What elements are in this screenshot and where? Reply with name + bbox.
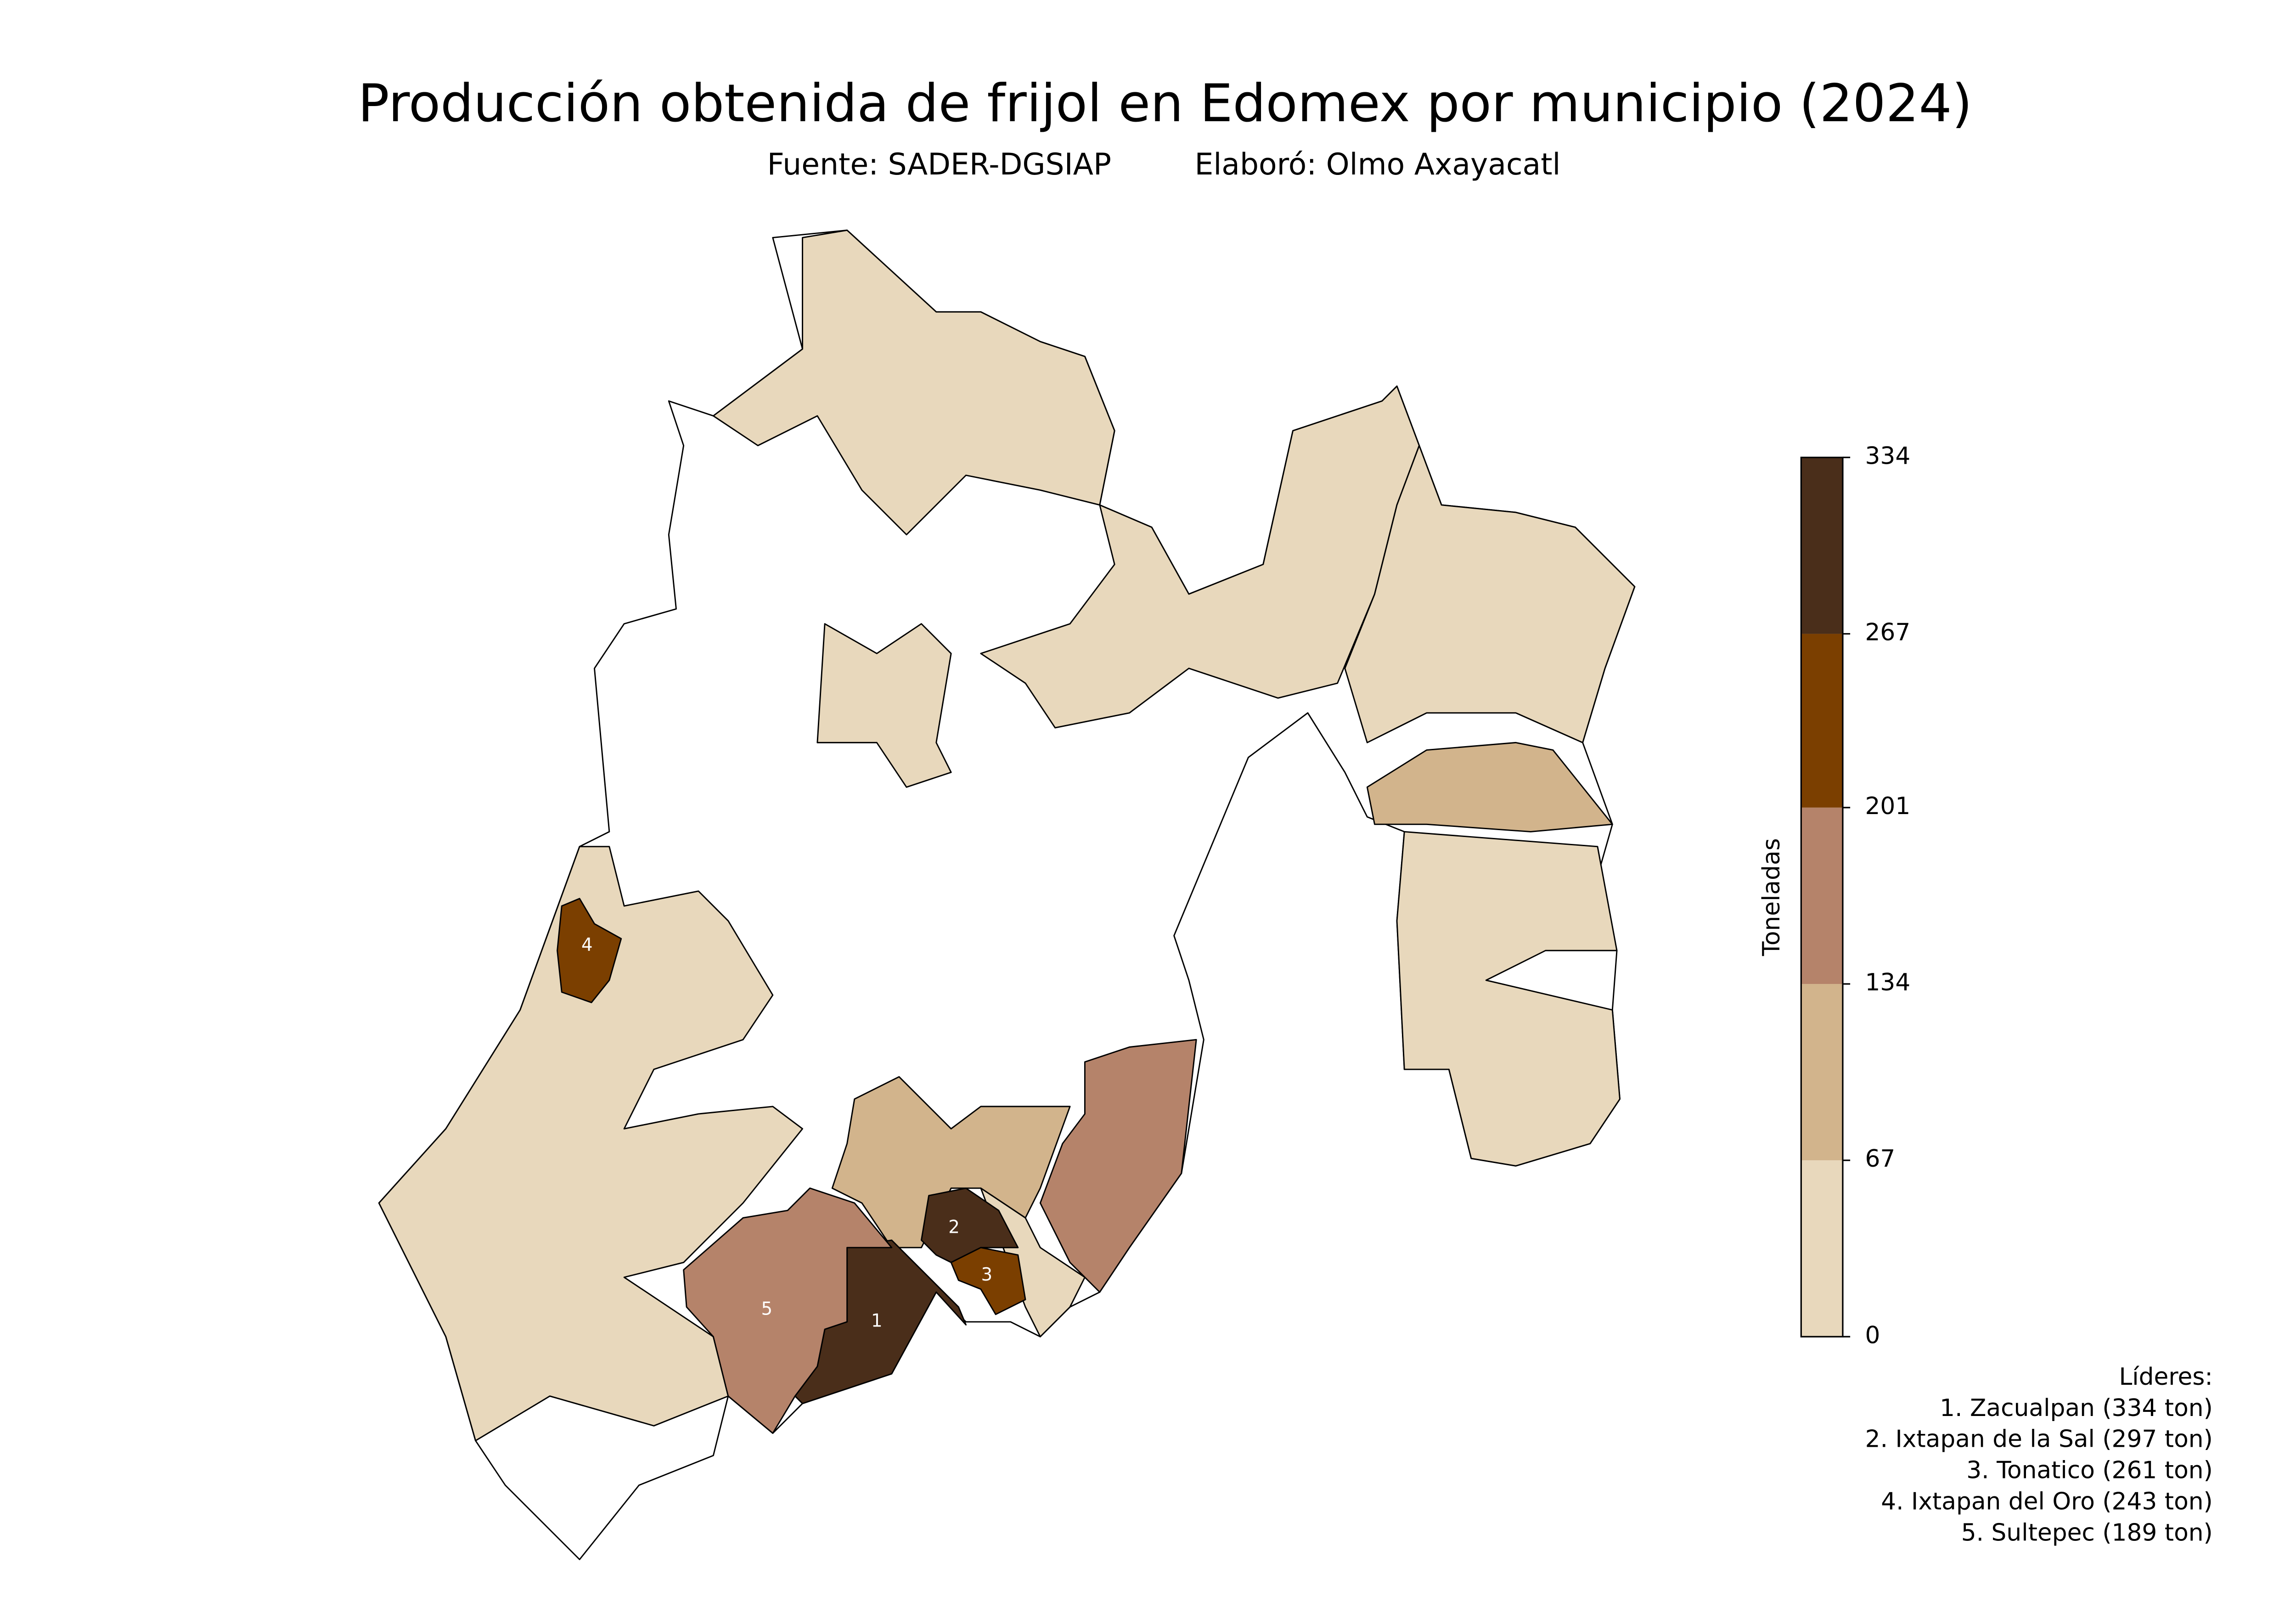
leader-item: 4. Ixtapan del Oro (243 ton) <box>1881 1488 2213 1516</box>
leader-municipality <box>557 898 622 1003</box>
municipality <box>1396 831 1621 1167</box>
municipality <box>816 623 952 788</box>
map-author: Elaboró: Olmo Axayacatl <box>1194 147 1560 182</box>
leader-municipality <box>683 1187 893 1434</box>
municipality <box>1039 1039 1197 1293</box>
leader-rank: 4 <box>581 935 593 955</box>
leaders-title: Líderes: <box>2119 1363 2212 1391</box>
colorbar-frame <box>1800 456 1844 1337</box>
colorbar-segment <box>1801 983 1843 1161</box>
colorbar-label: Toneladas <box>1758 838 1785 956</box>
colorbar-tick-label: 267 <box>1865 618 1910 646</box>
colorbar-segment <box>1801 634 1843 808</box>
leader-municipality <box>950 1247 1026 1315</box>
colorbar-segment <box>1801 1160 1843 1337</box>
leader-item: 1. Zacualpan (334 ton) <box>1940 1394 2213 1422</box>
leader-rank: 1 <box>871 1310 883 1331</box>
municipality <box>980 385 1420 729</box>
leader-item: 2. Ixtapan de la Sal (297 ton) <box>1865 1426 2213 1453</box>
municipalities <box>378 229 1636 1560</box>
leader-item: 5. Sultepec (189 ton) <box>1961 1519 2213 1547</box>
colorbar-tick-label: 0 <box>1865 1321 1880 1349</box>
leaders-legend: Líderes: 1. Zacualpan (334 ton) 2. Ixtapa… <box>1865 1363 2213 1547</box>
map-title: Producción obtenida de frijol en Edomex … <box>358 73 1972 134</box>
colorbar: 0 67 134 201 267 334 <box>1800 442 1910 1349</box>
leader-item: 3. Tonatico (261 ton) <box>1966 1457 2213 1484</box>
colorbar-segment <box>1801 457 1843 634</box>
colorbar-tick-label: 201 <box>1865 792 1910 820</box>
colorbar-tick-label: 134 <box>1865 969 1910 996</box>
map-source: Fuente: SADER-DGSIAP <box>767 147 1111 182</box>
colorbar-tick-label: 67 <box>1865 1145 1895 1173</box>
leader-municipalities: 1 2 3 4 5 <box>557 898 1026 1434</box>
municipality <box>712 229 1115 535</box>
leader-rank: 3 <box>981 1264 993 1285</box>
colorbar-segment <box>1801 807 1843 984</box>
leader-rank: 2 <box>948 1217 960 1238</box>
municipality <box>378 846 804 1442</box>
municipality <box>1366 742 1613 832</box>
municipality <box>1344 444 1636 743</box>
leader-rank: 5 <box>761 1299 773 1320</box>
colorbar-tick-label: 334 <box>1865 442 1910 470</box>
